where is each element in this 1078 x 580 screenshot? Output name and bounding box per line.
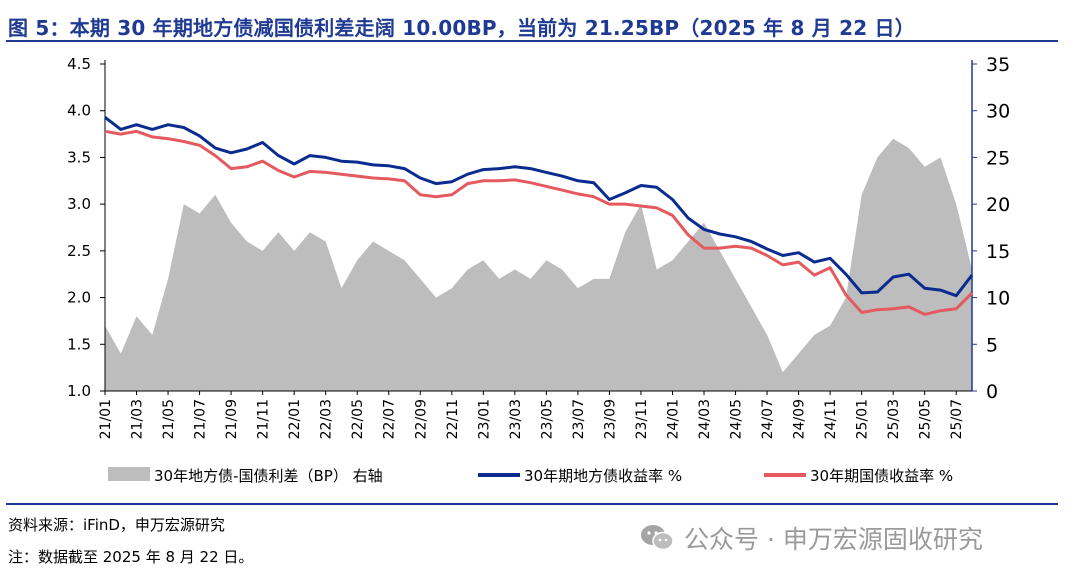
x-tick-label: 21/03 xyxy=(130,399,146,439)
left-tick-label: 4.0 xyxy=(67,102,91,120)
footer-rule xyxy=(6,503,1058,505)
x-tick-label: 23/11 xyxy=(634,399,650,439)
chart: 1.0 1.5 2.0 2.5 3.0 3.5 4.0 4.5 0 5 10 15 20 25 30 35 2… xyxy=(67,54,1010,485)
x-tick-label: 23/03 xyxy=(508,399,524,439)
left-tick-label: 2.0 xyxy=(67,289,91,307)
spread-area xyxy=(105,138,972,391)
legend-spread-swatch xyxy=(108,467,150,481)
local-bond-yield-line xyxy=(104,116,974,298)
x-tick-label: 21/01 xyxy=(98,399,114,439)
x-tick-label: 22/03 xyxy=(319,399,335,439)
right-tick-label: 0 xyxy=(986,381,998,403)
x-tick-label: 23/01 xyxy=(476,399,492,439)
x-tick-label: 24/03 xyxy=(697,399,713,439)
legend-local-bond-label: 30年期地方债收益率 % xyxy=(524,467,682,485)
title-rule xyxy=(6,40,1058,42)
data-note: 注：数据截至 2025 年 8 月 22 日。 xyxy=(8,548,254,566)
x-tick-label: 23/05 xyxy=(539,399,555,439)
x-tick-label: 23/07 xyxy=(571,399,587,439)
right-tick-label: 5 xyxy=(986,334,998,356)
right-tick-label: 25 xyxy=(986,147,1010,169)
yield-lines-layer xyxy=(104,116,974,316)
x-tick-label: 24/07 xyxy=(760,399,776,439)
left-tick-label: 1.0 xyxy=(67,382,91,400)
x-tick-layer: 21/01 21/03 21/05 21/07 21/09 21/11 22/01 22/03… xyxy=(98,391,965,439)
x-tick-label: 21/11 xyxy=(256,399,272,439)
x-tick-label: 25/07 xyxy=(949,399,965,439)
legend-spread-label: 30年地方债-国债利差（BP） 右轴 xyxy=(154,467,383,485)
right-tick-label: 20 xyxy=(986,194,1010,216)
x-tick-label: 21/05 xyxy=(161,399,177,439)
x-tick-label: 21/07 xyxy=(193,399,209,439)
x-tick-label: 22/11 xyxy=(445,399,461,439)
right-tick-label: 15 xyxy=(986,241,1010,263)
spread-area-layer xyxy=(105,138,972,391)
left-tick-label: 2.5 xyxy=(67,242,91,260)
x-tick-label: 25/01 xyxy=(855,399,871,439)
x-tick-label: 22/09 xyxy=(413,399,429,439)
right-tick-label: 30 xyxy=(986,101,1010,123)
right-tick-label: 10 xyxy=(986,288,1010,310)
wechat-icon xyxy=(641,525,674,551)
page-title: 图 5：本期 30 年期地方债减国债利差走阔 10.00BP，当前为 21.25… xyxy=(8,16,915,40)
source-note: 资料来源：iFinD，申万宏源研究 xyxy=(8,516,225,534)
left-tick-label: 3.5 xyxy=(67,148,91,166)
left-tick-label: 3.0 xyxy=(67,195,91,213)
x-tick-label: 24/05 xyxy=(729,399,745,439)
legend: 30年地方债-国债利差（BP） 右轴 30年期地方债收益率 % 30年期国债收益率 … xyxy=(108,467,953,485)
left-tick-label: 4.5 xyxy=(67,55,91,73)
x-tick-label: 24/11 xyxy=(823,399,839,439)
left-tick-label: 1.5 xyxy=(67,335,91,353)
legend-treasury-label: 30年期国债收益率 % xyxy=(810,467,953,485)
x-tick-label: 24/01 xyxy=(665,399,681,439)
right-tick-label: 35 xyxy=(986,54,1010,76)
x-tick-label: 25/03 xyxy=(886,399,902,439)
x-tick-label: 22/05 xyxy=(350,399,366,439)
x-tick-label: 22/01 xyxy=(287,399,303,439)
x-tick-label: 24/09 xyxy=(792,399,808,439)
x-tick-label: 25/05 xyxy=(918,399,934,439)
x-tick-label: 23/09 xyxy=(602,399,618,439)
treasury-yield-line xyxy=(104,129,974,316)
x-tick-label: 22/07 xyxy=(382,399,398,439)
watermark: 公众号 · 申万宏源固收研究 xyxy=(640,520,983,556)
watermark-text: 公众号 · 申万宏源固收研究 xyxy=(684,525,983,554)
x-tick-label: 21/09 xyxy=(224,399,240,439)
axes-layer: 1.0 1.5 2.0 2.5 3.0 3.5 4.0 4.5 0 5 10 15 20 25 30 35 xyxy=(67,54,1010,403)
